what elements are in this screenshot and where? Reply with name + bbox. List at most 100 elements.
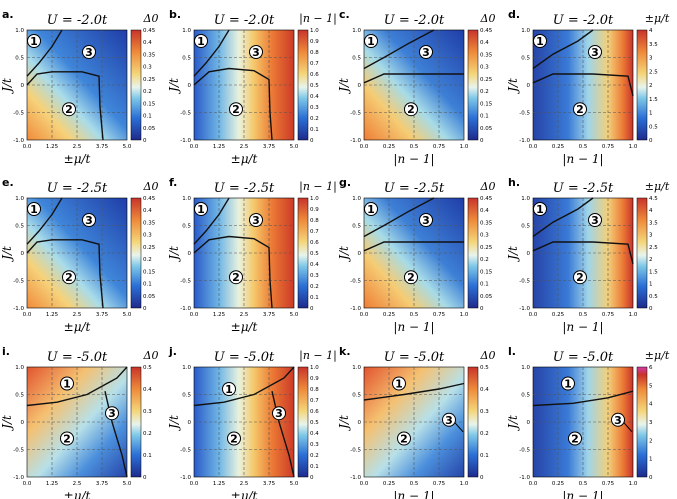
region-marker [27, 34, 41, 48]
x-axis-label: ±μ/t [231, 320, 258, 334]
x-tick-label: 1.0 [629, 481, 638, 487]
panel-b: b. U = -2.0t 1 2 3 1.0 0.5 0 -0.5 -1.00.0 1.25 2.5 3… [167, 8, 337, 166]
y-tick-label: -0.5 [13, 111, 24, 117]
x-tick-label: 0.5 [579, 144, 588, 150]
phase-boundary [363, 73, 464, 84]
colorbar [130, 366, 142, 478]
x-tick-label: 2.5 [73, 481, 82, 487]
region-label: 2 [232, 103, 240, 116]
colorbar-tick-label: 0.15 [480, 269, 493, 275]
colorbar-tick-label: 0 [649, 306, 653, 312]
region-marker [419, 213, 433, 227]
colorbar-tick-label: 0.5 [480, 365, 489, 371]
x-tick-label: 0.75 [433, 481, 446, 487]
phase-boundary [193, 366, 295, 407]
x-tick-label: 0.75 [602, 144, 615, 150]
x-tick-label: 3.75 [96, 481, 109, 487]
colorbar-tick-label: 0.05 [143, 126, 156, 132]
y-tick-label: 1.0 [15, 28, 24, 34]
region-marker [568, 431, 582, 446]
region-marker [611, 412, 625, 427]
colorbar-tick-label: 0.3 [480, 233, 489, 239]
x-tick-label: 0.0 [190, 481, 199, 487]
x-tick-label: 0.5 [579, 312, 588, 318]
phase-boundary [271, 391, 295, 478]
region-marker [62, 102, 76, 117]
colorbar-tick-label: 0.1 [143, 114, 152, 120]
colorbar [467, 366, 479, 478]
region-marker [62, 270, 76, 285]
x-tick-label: 0.0 [529, 312, 538, 318]
panel-label: j. [168, 345, 177, 358]
x-tick-label: 1.25 [46, 481, 59, 487]
y-tick-label: 1.0 [352, 365, 361, 371]
y-tick-label: 0 [21, 420, 25, 426]
colorbar-tick-label: 0.8 [310, 218, 319, 224]
colorbar [297, 197, 309, 309]
x-tick-label: 0.25 [552, 481, 565, 487]
panel-label: h. [508, 176, 520, 189]
y-tick-label: 1.0 [15, 196, 24, 202]
x-axis-label: ±μ/t [64, 489, 91, 499]
y-axis-label: J/t [167, 78, 181, 95]
y-tick-label: -1.0 [350, 306, 361, 312]
region-marker [272, 406, 286, 421]
colorbar-label: ±μ/t [645, 180, 670, 193]
colorbar [297, 29, 309, 141]
colorbar-tick-label: 0 [649, 138, 653, 144]
panel-k: k. U = -5.0t 1 2 3 1.0 0.5 0 -0.5 -1.00.0 0.25 0.5 0… [337, 345, 495, 499]
y-tick-label: 0 [21, 251, 25, 257]
x-tick-label: 3.75 [96, 312, 109, 318]
colorbar-tick-label: 0.4 [480, 40, 489, 46]
panel-title: U = -2.5t [214, 181, 275, 196]
x-tick-label: 0.5 [579, 481, 588, 487]
x-tick-label: 5.0 [290, 144, 299, 150]
x-tick-label: 1.25 [46, 144, 59, 150]
colorbar-tick-label: 1.5 [649, 97, 658, 103]
y-axis-label: J/t [337, 415, 351, 432]
colorbar-label: |n − 1| [299, 180, 337, 194]
region-label: 3 [252, 214, 260, 227]
colorbar-tick-label: 4 [649, 208, 653, 214]
region-label: 2 [63, 433, 71, 446]
y-tick-label: 1.0 [521, 196, 530, 202]
panel-f: f. U = -2.5t 1 2 3 1.0 0.5 0 -0.5 -1.00.0 1.25 2.5 3… [167, 176, 337, 334]
y-tick-label: 1.0 [15, 365, 24, 371]
colorbar-label: ±μ/t [645, 12, 670, 25]
region-label: 3 [85, 46, 93, 59]
y-tick-label: -1.0 [180, 475, 191, 481]
region-label: 3 [614, 414, 622, 427]
x-tick-label: 0.75 [433, 312, 446, 318]
region-label: 2 [407, 103, 415, 116]
region-label: 1 [536, 35, 544, 48]
colorbar [467, 197, 479, 309]
y-tick-label: 0.5 [352, 56, 361, 62]
x-tick-label: 0.75 [602, 312, 615, 318]
colorbar-tick-label: 0.1 [143, 282, 152, 288]
x-tick-label: 0.25 [552, 144, 565, 150]
colorbar-tick-label: 0.15 [143, 269, 156, 275]
phase-boundary [363, 29, 435, 70]
phase-boundary [363, 197, 435, 238]
colorbar-tick-label: 0.45 [480, 28, 493, 34]
colorbar [636, 366, 648, 478]
region-label: 3 [252, 46, 260, 59]
x-tick-label: 0.5 [410, 481, 419, 487]
x-tick-label: 0.0 [529, 144, 538, 150]
colorbar-tick-label: 0 [143, 138, 147, 144]
colorbar-tick-label: 0 [143, 306, 147, 312]
colorbar-tick-label: 0.3 [143, 65, 152, 71]
region-marker [404, 102, 418, 117]
y-tick-label: -0.5 [350, 448, 361, 454]
panel-h: h. U = -2.5t 1 2 3 1.0 0.5 0 -0.5 -1.00.0 0.25 0.5 0… [506, 176, 670, 334]
y-tick-label: 0 [358, 251, 362, 257]
x-tick-label: 3.75 [263, 481, 276, 487]
region-label: 1 [197, 35, 205, 48]
y-axis-label: J/t [0, 246, 14, 263]
colorbar-tick-label: 1.0 [310, 28, 319, 34]
panel-title: U = -5.0t [384, 350, 445, 365]
region-label: 3 [85, 214, 93, 227]
x-axis-label: |n − 1| [393, 320, 434, 334]
panel-g: g. U = -2.5t 1 2 3 1.0 0.5 0 -0.5 -1.00.0 0.25 0.5 0… [337, 176, 495, 334]
panel-title: U = -5.0t [553, 350, 614, 365]
